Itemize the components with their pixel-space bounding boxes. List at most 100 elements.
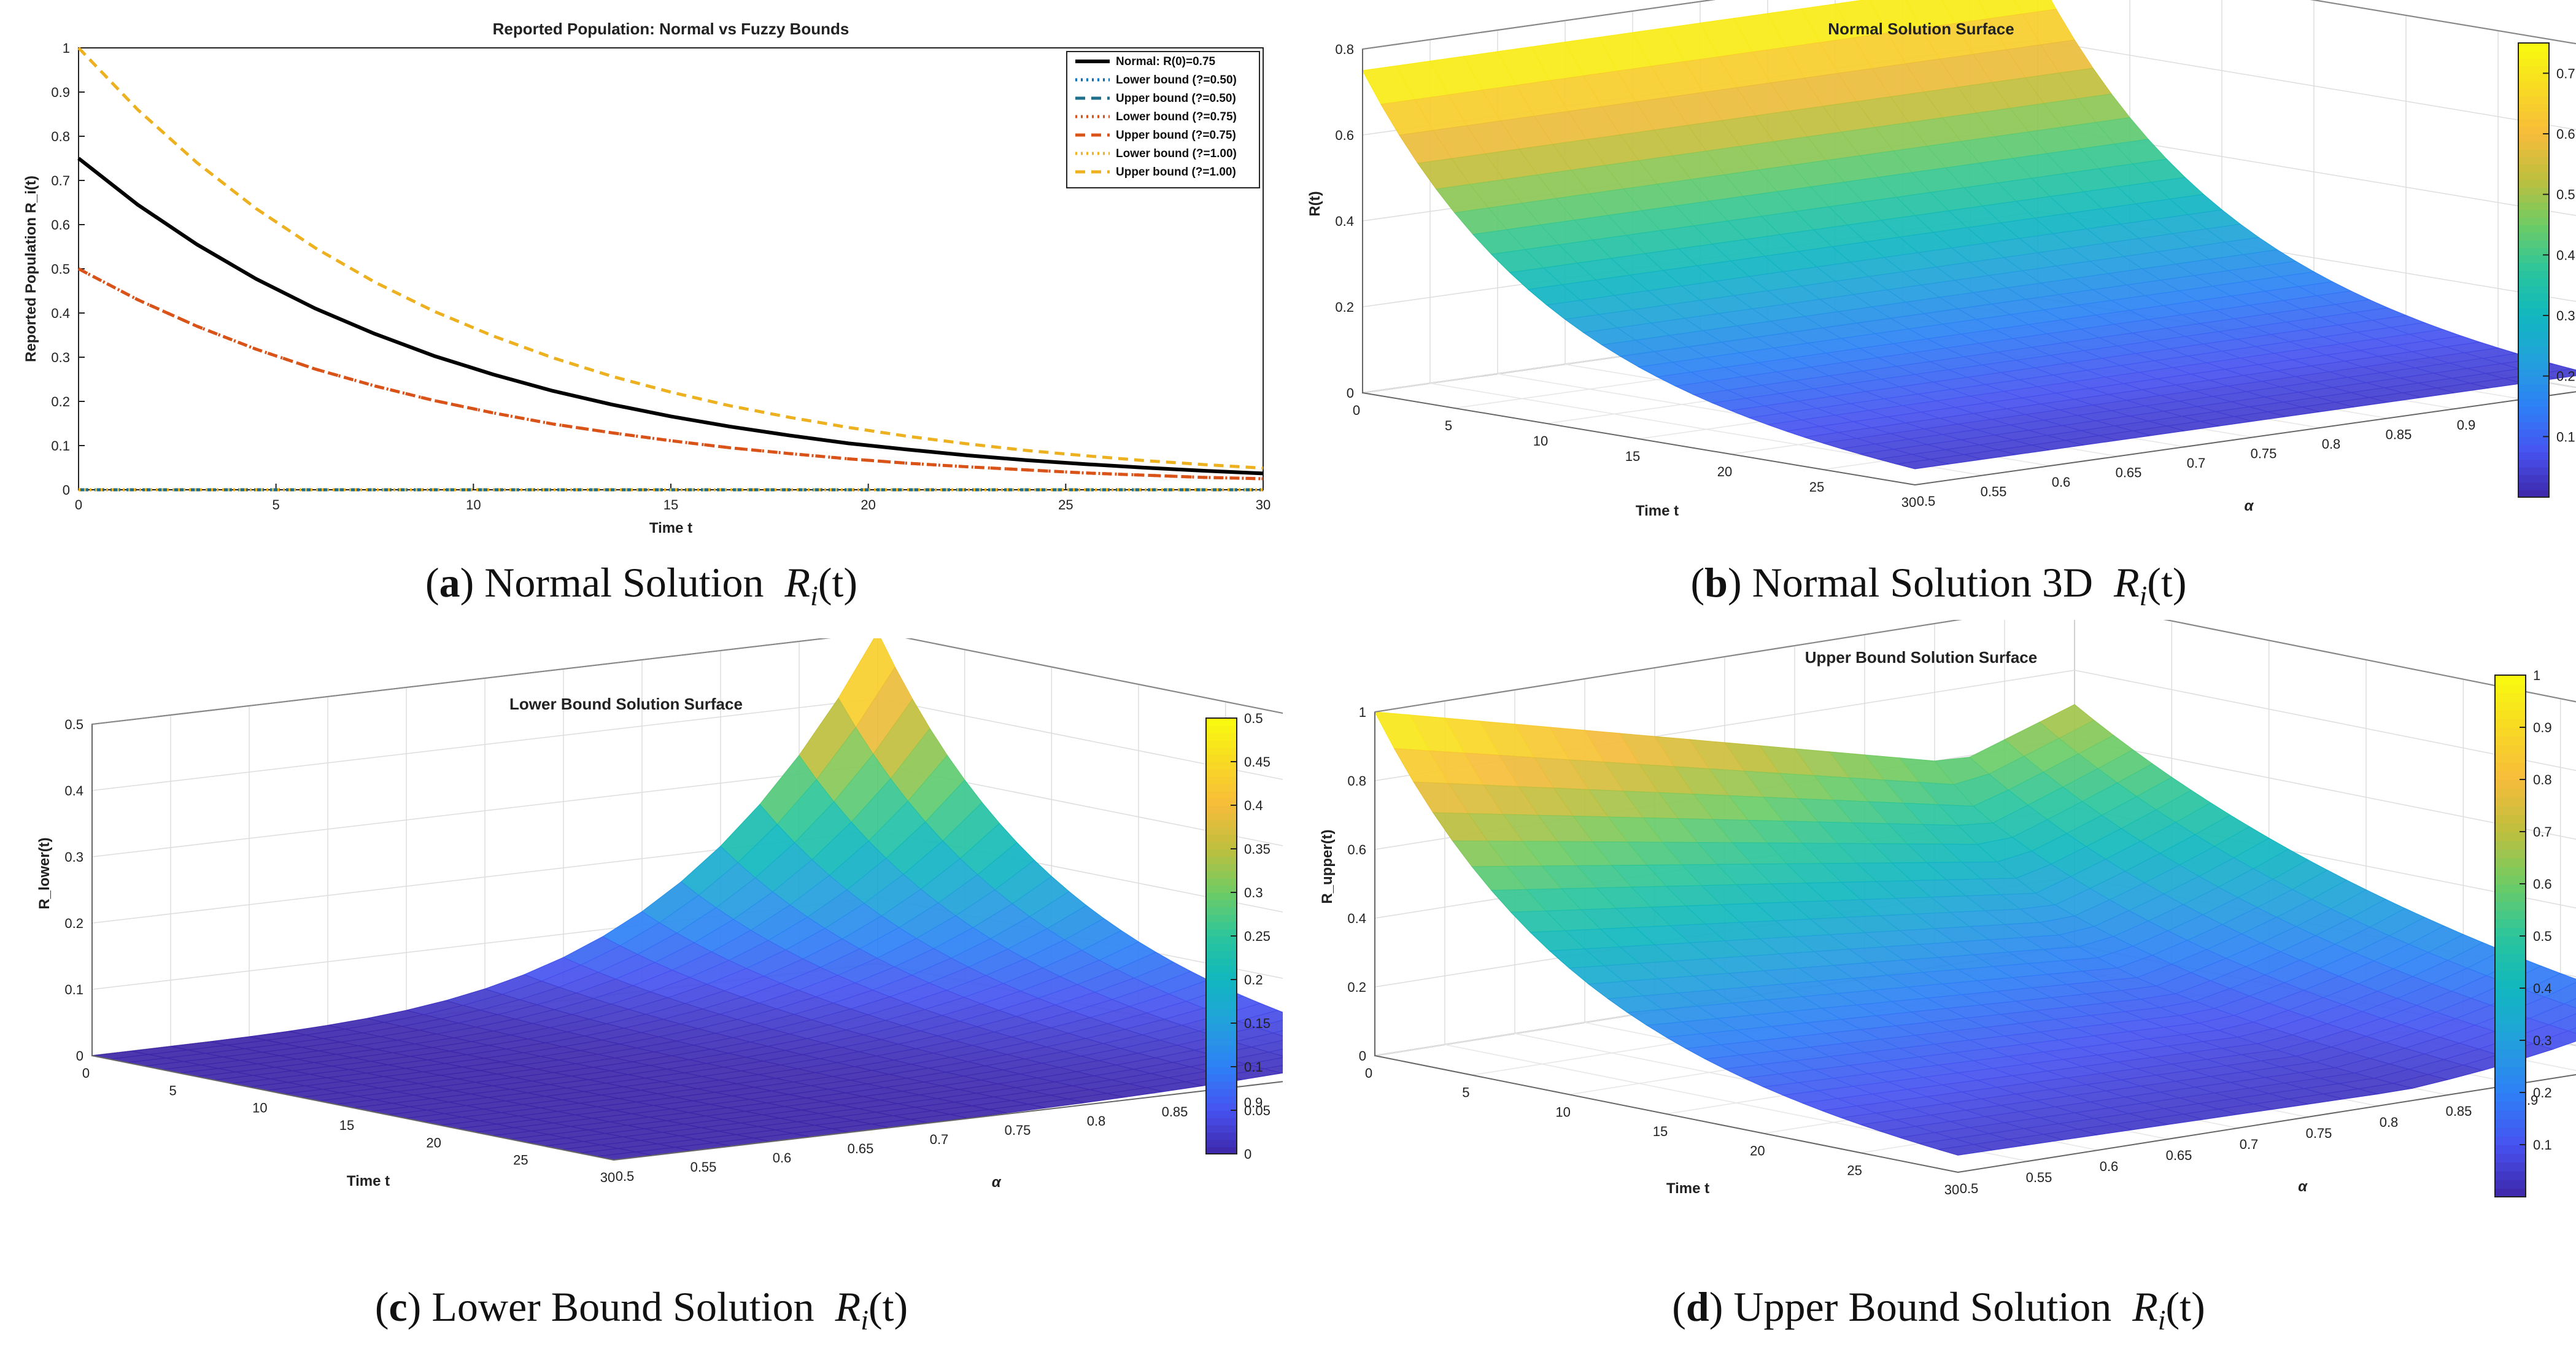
z-tick-label: 0.3 xyxy=(64,849,83,865)
colorbar-segment xyxy=(2518,255,2549,263)
colorbar-segment xyxy=(2495,979,2526,989)
colorbar-segment xyxy=(2518,134,2549,142)
colorbar-segment xyxy=(1206,1132,1237,1140)
time-tick-label: 15 xyxy=(339,1118,354,1133)
colorbar-segment xyxy=(1206,1067,1237,1075)
chart-title: Normal Solution Surface xyxy=(1828,20,2014,38)
caption-b-text: Normal Solution 3D xyxy=(1752,559,2093,606)
colorbar-segment xyxy=(2518,171,2549,180)
colorbar-tick-label: 0.4 xyxy=(1244,798,1263,813)
caption-c-arg: (t) xyxy=(868,1283,908,1330)
colorbar-segment xyxy=(2518,187,2549,195)
z-tick-label: 0.2 xyxy=(1347,980,1366,995)
colorbar-segment xyxy=(2518,436,2549,445)
time-tick-label: 0 xyxy=(82,1065,90,1081)
colorbar-segment xyxy=(2495,727,2526,737)
caption-c: (c) Lower Bound Solution Ri(t) xyxy=(374,1283,908,1336)
chart-title: Reported Population: Normal vs Fuzzy Bou… xyxy=(493,20,849,38)
z-tick-label: 0.4 xyxy=(64,783,83,798)
colorbar-segment xyxy=(2518,421,2549,430)
colorbar-segment xyxy=(1206,957,1237,966)
alpha-tick-label: 0.55 xyxy=(2026,1170,2052,1185)
z-tick-label: 0.2 xyxy=(64,916,83,931)
colorbar-segment xyxy=(2518,209,2549,218)
colorbar-segment xyxy=(2518,315,2549,324)
time-tick-label: 15 xyxy=(1653,1124,1668,1139)
colorbar-segment xyxy=(2518,330,2549,339)
colorbar-segment xyxy=(1206,1037,1237,1046)
z-tick-label: 1 xyxy=(1359,705,1366,720)
colorbar-segment xyxy=(2518,225,2549,233)
colorbar-segment xyxy=(2495,832,2526,841)
caption-a-symbol: R xyxy=(784,559,811,606)
colorbar-segment xyxy=(2518,141,2549,150)
legend-box xyxy=(1066,51,1260,188)
colorbar-segment xyxy=(2495,936,2526,946)
colorbar-segment xyxy=(2495,1135,2526,1145)
colorbar-segment xyxy=(2495,1110,2526,1119)
colorbar-segment xyxy=(1206,1030,1237,1038)
colorbar-segment xyxy=(2495,1066,2526,1076)
colorbar-segment xyxy=(2495,1153,2526,1163)
colorbar-segment xyxy=(1206,1052,1237,1061)
caption-c-text: Lower Bound Solution xyxy=(431,1283,814,1330)
caption-d-letter: d xyxy=(1685,1283,1709,1330)
colorbar-segment xyxy=(2495,1170,2526,1180)
colorbar-segment xyxy=(1206,965,1237,973)
time-tick-label: 10 xyxy=(252,1100,267,1116)
time-tick-label: 30 xyxy=(1901,495,1916,510)
colorbar-segment xyxy=(1206,747,1237,756)
colorbar-segment xyxy=(1206,1146,1237,1154)
colorbar-segment xyxy=(2518,300,2549,309)
colorbar-segment xyxy=(2518,414,2549,422)
colorbar-segment xyxy=(2495,892,2526,902)
legend-label-6: Upper bound (?=1.00) xyxy=(1116,166,1236,179)
panel-b-surface: 0 5 10 15 20 25 30 0.5 0.55 0.6 0.65 0.7 0.75 0.8 0.85… xyxy=(1301,0,2576,552)
x-tick-label: 5 xyxy=(273,497,280,512)
colorbar-tick-label: 0.3 xyxy=(2556,308,2575,323)
colorbar-segment xyxy=(2518,96,2549,104)
time-tick-label: 10 xyxy=(1555,1104,1570,1119)
colorbar-segment xyxy=(1206,740,1237,748)
alpha-tick-label: 0.75 xyxy=(2306,1126,2332,1141)
series-line-4 xyxy=(77,267,1264,481)
time-axis-label: Time t xyxy=(1636,503,1679,519)
z-tick-label: 0.8 xyxy=(1335,42,1354,57)
colorbar-segment xyxy=(2518,217,2549,225)
colorbar-frame xyxy=(2518,42,2550,498)
colorbar-segment xyxy=(2518,323,2549,331)
x-tick-label: 30 xyxy=(1256,497,1271,512)
box-top-edges xyxy=(1362,0,2576,50)
colorbar-segment xyxy=(2495,1188,2526,1197)
colorbar-tick-label: 0.5 xyxy=(1244,711,1263,726)
colorbar-tick-label: 0.5 xyxy=(2533,929,2552,944)
z-tick-label: 0 xyxy=(1359,1048,1366,1064)
colorbar-segment xyxy=(2495,718,2526,728)
colorbar-segment xyxy=(2518,164,2549,172)
colorbar-segment xyxy=(2495,884,2526,894)
colorbar-tick-label: 0.25 xyxy=(1244,929,1271,944)
y-tick-label: 0.9 xyxy=(51,85,70,100)
colorbar-segment xyxy=(2495,918,2526,928)
box-top-edges xyxy=(1374,620,2576,713)
y-tick-label: 0 xyxy=(63,482,70,498)
colorbar-segment xyxy=(1206,791,1237,799)
time-tick-label: 30 xyxy=(600,1170,615,1185)
time-axis-label: Time t xyxy=(347,1173,390,1189)
alpha-tick-label: 0.7 xyxy=(930,1132,949,1147)
z-tick-label: 0.8 xyxy=(1347,773,1366,789)
colorbar-segment xyxy=(1206,885,1237,893)
time-tick-label: 30 xyxy=(1944,1182,1959,1197)
caption-c-letter: c xyxy=(389,1283,408,1330)
x-tick-label: 20 xyxy=(861,497,875,512)
colorbar-tick-label: 1 xyxy=(2533,668,2540,683)
colorbar-segment xyxy=(1206,943,1237,951)
surface-patch xyxy=(1272,1030,1283,1037)
z-tick-label: 0.4 xyxy=(1347,911,1366,926)
colorbar-segment xyxy=(1206,1001,1237,1010)
colorbar-segment xyxy=(2495,805,2526,815)
caption-d-subscript: i xyxy=(2157,1304,2166,1336)
colorbar-segment xyxy=(1206,819,1237,828)
colorbar-segment xyxy=(1206,849,1237,857)
